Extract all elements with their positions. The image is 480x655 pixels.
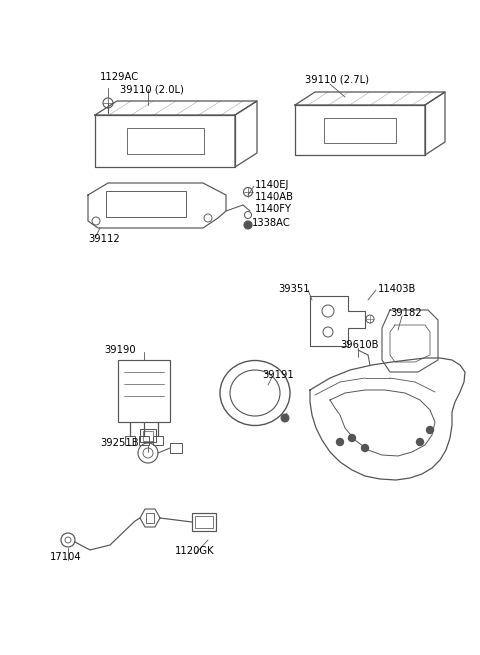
Text: 39112: 39112	[88, 234, 120, 244]
Bar	[125, 436, 135, 445]
Text: 1140FY: 1140FY	[255, 204, 292, 214]
Text: 1140AB: 1140AB	[255, 192, 294, 202]
Text: 1120GK: 1120GK	[175, 546, 215, 556]
Text: 39610B: 39610B	[340, 340, 379, 350]
Circle shape	[427, 426, 433, 434]
Text: 39351: 39351	[278, 284, 310, 294]
Circle shape	[348, 434, 356, 441]
Circle shape	[281, 414, 289, 422]
Bar	[140, 429, 156, 442]
Text: 17104: 17104	[50, 552, 82, 562]
Circle shape	[417, 438, 423, 445]
Bar	[324, 117, 396, 143]
Circle shape	[336, 438, 344, 445]
Text: 39190: 39190	[104, 345, 136, 355]
Bar	[127, 128, 204, 154]
Bar	[195, 516, 213, 528]
Text: 39251B: 39251B	[101, 438, 139, 448]
Bar	[153, 436, 163, 445]
Circle shape	[244, 221, 252, 229]
Bar	[106, 191, 186, 217]
Text: 1338AC: 1338AC	[252, 218, 291, 228]
Bar	[143, 431, 153, 441]
Text: 11403B: 11403B	[378, 284, 416, 294]
Bar	[139, 436, 149, 445]
Text: 1129AC: 1129AC	[100, 72, 139, 82]
Text: 39182: 39182	[390, 308, 421, 318]
Text: 39110 (2.7L): 39110 (2.7L)	[305, 74, 369, 84]
Bar	[192, 513, 216, 531]
Bar	[118, 360, 170, 422]
Text: 39191: 39191	[262, 370, 294, 380]
Circle shape	[361, 445, 369, 451]
Text: 39110 (2.0L): 39110 (2.0L)	[120, 85, 184, 95]
Bar	[146, 513, 154, 523]
Bar	[170, 443, 182, 453]
Text: 1140EJ: 1140EJ	[255, 180, 289, 190]
